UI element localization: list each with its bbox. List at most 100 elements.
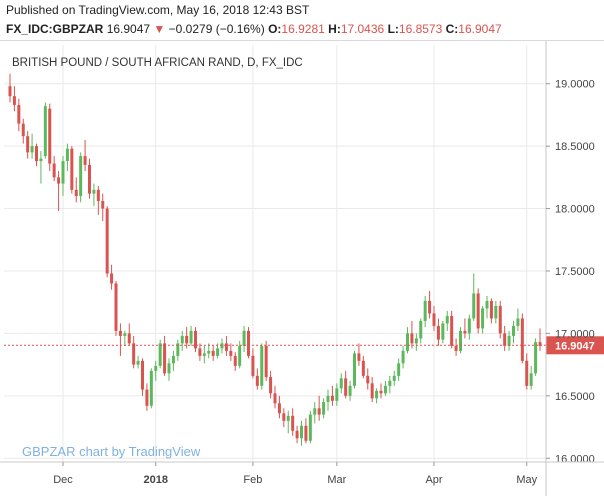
candle-body [92,189,96,194]
candle [105,206,109,278]
candle-body [330,395,334,401]
time-axis[interactable]: Dec 2018 Feb Mar Apr May [0,461,604,486]
candle [348,380,352,401]
candle-body [216,348,220,356]
x-tick-label: Feb [243,474,262,486]
candle-body [383,385,387,394]
candle [286,410,290,434]
candle-body [136,360,140,365]
symbol-name: FX_IDC:GBPZAR [6,22,104,36]
candle [432,305,436,331]
candle-body [467,318,471,334]
candle [436,318,440,346]
candle [21,118,25,144]
candle-body [180,335,184,344]
candle-body [247,330,250,356]
candle-body [529,373,533,386]
candle [459,327,462,354]
candle [127,323,131,346]
candle-body [520,318,524,361]
candle-body [207,350,211,354]
candle-body [406,333,409,351]
candle-body [348,385,352,396]
candle [52,156,56,182]
price-axis[interactable]: 16.0000 16.5000 17.0000 17.5000 18.0000 18.50… [546,79,595,466]
last-price-line: 16.9047 [4,336,604,355]
candle-body [43,106,47,157]
candle-body [255,375,259,386]
y-tick-label: 16.5000 [555,391,595,403]
candle-body [366,375,370,384]
candle-body [476,293,480,329]
candle [136,355,140,369]
candle-body [322,402,326,415]
candle-body [26,136,30,153]
candle [326,389,330,411]
candle-body [326,395,330,403]
candle [255,368,259,390]
last-price: 16.9047 [106,22,151,36]
candle [247,327,250,359]
candle [512,320,515,344]
candle [406,327,409,354]
candle [295,425,299,444]
candle [423,295,427,328]
candle [467,314,471,340]
candle [123,330,127,346]
candle-body [149,370,153,406]
candle [361,355,365,379]
candle-body [485,300,489,309]
candle [330,385,334,406]
candle-body [432,313,436,326]
low-value: 16.8573 [398,22,443,36]
candle [202,345,206,364]
open-value: 16.9281 [281,22,325,36]
candle [92,183,96,207]
candle [313,402,317,424]
candle-body [171,355,175,364]
candle-body [481,308,485,329]
candle [251,348,255,379]
candle [35,143,38,167]
price-change: −0.0279 (−0.16%) [168,22,265,36]
candle [353,350,356,389]
candle-body [96,189,100,202]
candle [370,377,374,403]
y-tick-label: 18.5000 [555,141,595,153]
x-tick-label: 2018 [144,474,168,486]
candle-body [141,360,144,390]
candle-body [154,365,158,371]
candle [242,325,246,353]
high-label: H: [328,22,341,36]
candle-body [114,283,118,331]
header-divider [0,40,604,41]
candle-body [503,333,507,346]
ohlc-summary: FX_IDC:GBPZAR 16.9047 ▼ −0.0279 (−0.16%)… [6,22,502,36]
candle-body [17,104,21,124]
candle [419,318,423,344]
candle-body [163,343,167,374]
candle [525,353,529,390]
candle [96,186,100,215]
candle-body [397,363,401,376]
candle-body [105,208,109,274]
candles [8,73,542,446]
candle [154,360,158,381]
candlestick-chart[interactable]: BRITISH POUND / SOUTH AFRICAN RAND, D, F… [0,41,604,496]
candle-body [295,430,299,439]
candle [118,323,122,356]
last-price-badge-label: 16.9047 [555,340,595,352]
candle [401,345,405,369]
candle [141,358,144,396]
candle-body [48,108,52,164]
candle-body [127,333,131,344]
candle [30,133,34,159]
candle [216,343,220,359]
candle-body [335,388,339,401]
candle [414,333,418,351]
candle-body [498,305,502,334]
high-value: 17.0436 [340,22,385,36]
candle-body [388,380,392,386]
candle-body [189,330,193,344]
candle [472,273,476,321]
